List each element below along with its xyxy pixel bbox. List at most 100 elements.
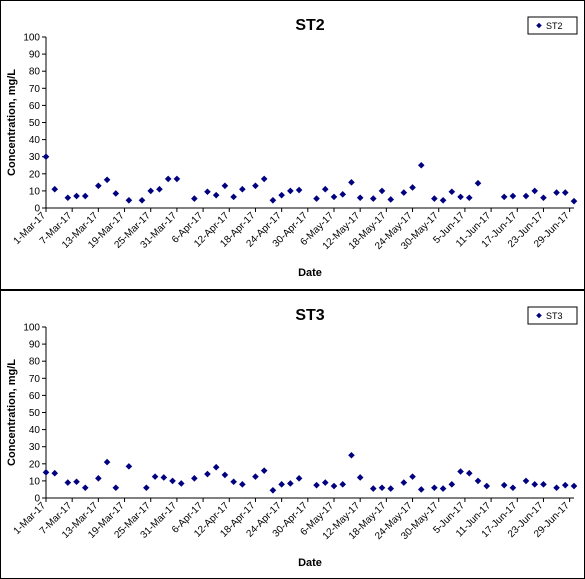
- data-point: [156, 185, 163, 193]
- data-point: [431, 484, 438, 492]
- data-point: [522, 192, 530, 200]
- data-point: [103, 458, 111, 466]
- chart-panel-st2: ST2 0 10 20 30 40 50 60 70 80 90 100 1-Mar-17 7-Mar-1…: [0, 0, 585, 290]
- y-tick-label: 100: [23, 323, 40, 334]
- y-tick-label: 40: [29, 425, 41, 436]
- y-tick-label: 100: [23, 33, 40, 44]
- data-point: [553, 189, 560, 196]
- data-point: [431, 195, 438, 202]
- data-point: [483, 482, 491, 490]
- chart-st3: ST301020304050607080901001-Mar-177-Mar-1…: [6, 306, 578, 569]
- data-point: [95, 182, 102, 190]
- data-point: [474, 477, 482, 485]
- data-point: [239, 481, 246, 488]
- data-point: [522, 477, 530, 485]
- y-tick-label: 0: [34, 204, 40, 215]
- data-point: [348, 451, 355, 459]
- y-tick-label: 80: [29, 357, 41, 368]
- x-axis-label: Date: [298, 557, 322, 569]
- data-point: [81, 192, 89, 200]
- data-point: [369, 195, 377, 202]
- y-tick-label: 0: [34, 494, 40, 505]
- data-point: [561, 189, 569, 196]
- data-point: [260, 175, 268, 183]
- data-point: [465, 469, 473, 477]
- data-point: [409, 184, 416, 191]
- data-point: [112, 190, 120, 197]
- data-point: [509, 192, 517, 200]
- data-point: [339, 191, 347, 198]
- data-point: [531, 481, 539, 488]
- data-point: [321, 479, 329, 486]
- data-point: [151, 473, 159, 480]
- y-tick-label: 10: [29, 186, 41, 197]
- data-point: [260, 467, 268, 474]
- data-point: [252, 473, 259, 480]
- data-point: [378, 484, 386, 492]
- data-point: [278, 191, 285, 199]
- data-point: [125, 463, 133, 470]
- data-point: [204, 188, 211, 196]
- data-point: [400, 189, 408, 196]
- data-point: [112, 484, 120, 492]
- data-point: [42, 153, 50, 160]
- data-point: [73, 192, 80, 200]
- data-point: [287, 480, 294, 487]
- data-point: [439, 485, 447, 492]
- data-point: [417, 486, 425, 493]
- data-point: [269, 487, 277, 494]
- data-point: [448, 188, 456, 196]
- legend-marker: [536, 22, 542, 29]
- data-point: [500, 481, 508, 489]
- data-point: [369, 485, 377, 492]
- data-point: [230, 193, 237, 201]
- legend-marker: [536, 312, 542, 319]
- data-point: [269, 197, 277, 204]
- data-point: [230, 478, 237, 486]
- data-point: [212, 463, 220, 471]
- data-point: [417, 161, 425, 169]
- chart-panel-st3: ST3 0 10 20 30 40 50 60 70 80 90 100 1-Mar-17 7-Mar-1…: [0, 290, 585, 579]
- data-point: [138, 197, 146, 204]
- data-point: [439, 197, 447, 204]
- data-point: [348, 179, 355, 186]
- data-point: [239, 185, 246, 193]
- data-point: [465, 194, 473, 202]
- y-tick-label: 70: [29, 84, 41, 95]
- data-point: [387, 485, 395, 492]
- data-point: [330, 482, 338, 490]
- legend: ST3: [527, 306, 578, 325]
- y-tick-label: 20: [29, 169, 41, 180]
- data-point: [295, 186, 303, 194]
- y-tick-label: 90: [29, 340, 41, 351]
- legend-label: ST2: [546, 21, 563, 31]
- data-point: [457, 468, 464, 475]
- data-point: [73, 478, 80, 486]
- y-tick-label: 20: [29, 459, 41, 470]
- data-point: [221, 182, 229, 190]
- y-tick-label: 90: [29, 50, 41, 61]
- y-tick-label: 50: [29, 118, 41, 129]
- data-point: [387, 196, 395, 203]
- data-point: [356, 474, 364, 481]
- x-axis-label: Date: [298, 267, 322, 279]
- data-point: [570, 197, 578, 205]
- data-point: [143, 484, 150, 492]
- data-point: [356, 194, 364, 202]
- data-point: [64, 479, 72, 486]
- data-point: [531, 187, 539, 195]
- data-point: [103, 176, 111, 184]
- data-point: [204, 470, 211, 478]
- data-point: [570, 482, 578, 490]
- legend-box: [527, 16, 578, 35]
- chart-st2: ST201020304050607080901001-Mar-177-Mar-1…: [6, 16, 578, 279]
- data-point: [330, 193, 338, 201]
- data-point: [95, 475, 102, 482]
- data-point: [64, 194, 72, 202]
- data-point: [191, 195, 198, 202]
- data-point: [295, 475, 303, 482]
- data-point: [287, 187, 294, 195]
- data-point: [378, 187, 386, 195]
- data-point: [252, 182, 259, 190]
- data-point: [561, 481, 569, 489]
